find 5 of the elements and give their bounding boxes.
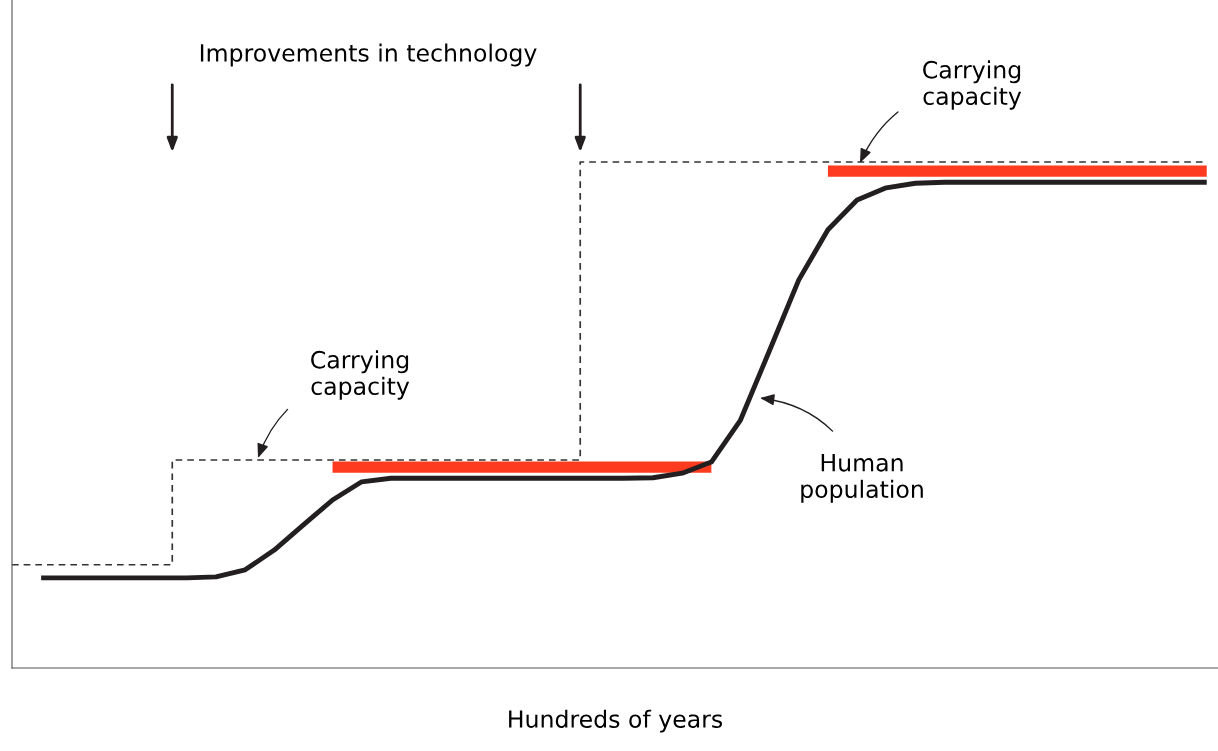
text: Improvements in technology <box>200 43 537 67</box>
annotation: Carrying capacity <box>311 350 410 400</box>
annotation: Human population <box>801 454 923 503</box>
text: Carrying capacity <box>923 60 1022 110</box>
x-axis-title: Hundreds of years <box>509 709 723 733</box>
